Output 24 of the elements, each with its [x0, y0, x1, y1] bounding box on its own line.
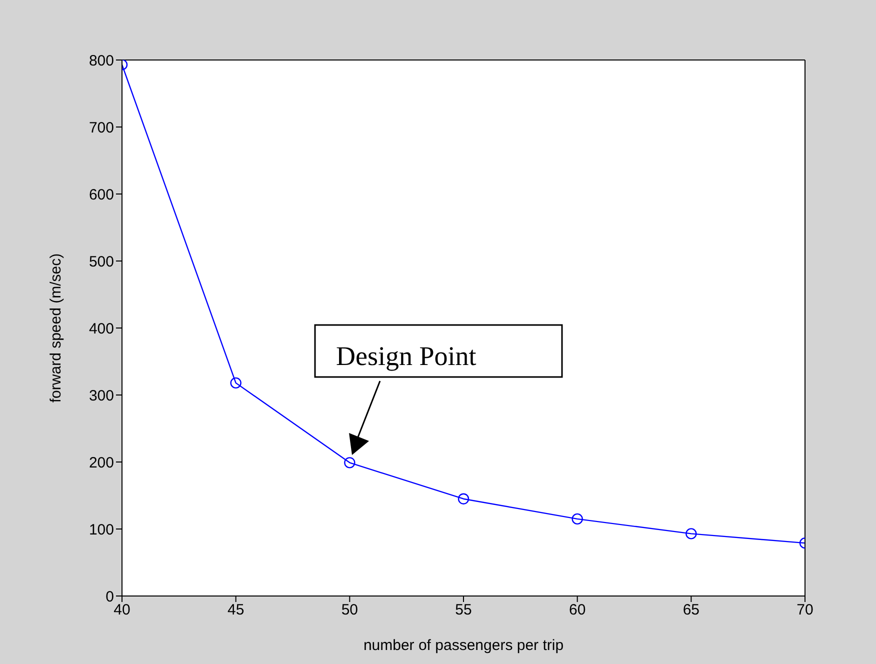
y-tick-label: 300 [88, 387, 114, 404]
point [572, 513, 583, 525]
y-tick-label: 600 [88, 186, 114, 204]
x-tick-label: 60 [568, 602, 586, 619]
x-tick-label: 45 [227, 602, 244, 619]
point [686, 528, 697, 540]
y-tick-label: 0 [106, 588, 114, 606]
x-axis-title: number of passengers per trip [363, 637, 564, 654]
x-tick-label: 70 [796, 602, 814, 619]
point [230, 377, 242, 389]
point [344, 457, 356, 468]
x-tick-label: 40 [114, 602, 130, 619]
y-tick-label: 700 [88, 119, 114, 136]
x-tick-label: 50 [341, 602, 358, 619]
annotation: Design Point [336, 341, 477, 371]
y-tick-label: 100 [88, 521, 114, 538]
y-tick-label: 800 [88, 52, 114, 70]
point [458, 493, 470, 504]
x-tick-label: 55 [455, 602, 472, 619]
y-tick-label: 400 [88, 320, 114, 338]
x-tick-label: 65 [682, 602, 700, 619]
y-tick-label: 500 [88, 253, 114, 270]
y-tick-label: 200 [88, 454, 114, 472]
y-axis-title: forward speed (m/sec) [47, 253, 64, 403]
